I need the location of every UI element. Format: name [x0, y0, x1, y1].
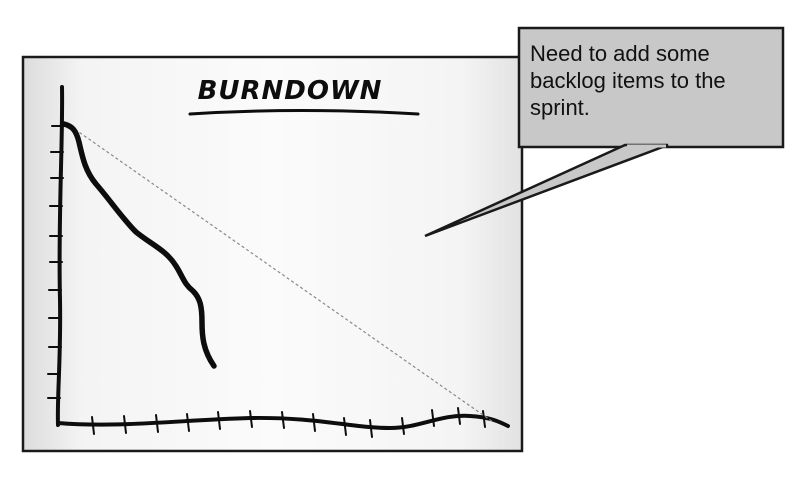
callout-text: Need to add some backlog items to the sp…	[530, 41, 726, 120]
x-tick	[249, 410, 253, 428]
x-tick	[369, 419, 373, 438]
whiteboard	[21, 55, 524, 453]
x-tick	[457, 407, 461, 425]
x-tick	[186, 413, 190, 432]
y-axis-ticks	[47, 125, 65, 399]
x-tick	[401, 417, 405, 435]
actual-burndown-line	[61, 121, 217, 369]
title-underline	[188, 109, 420, 116]
x-tick	[217, 411, 221, 430]
x-tick	[482, 410, 486, 428]
x-axis-ticks	[91, 407, 486, 438]
x-tick	[343, 417, 347, 436]
x-tick	[281, 411, 285, 429]
x-tick	[312, 413, 316, 432]
x-tick	[91, 416, 95, 435]
x-tick	[155, 414, 159, 433]
ideal-burndown-line	[65, 122, 494, 423]
x-axis	[56, 413, 510, 431]
x-tick	[123, 415, 127, 434]
x-tick	[431, 409, 435, 427]
y-axis	[55, 85, 65, 427]
chart-title: BURNDOWN	[198, 76, 383, 106]
